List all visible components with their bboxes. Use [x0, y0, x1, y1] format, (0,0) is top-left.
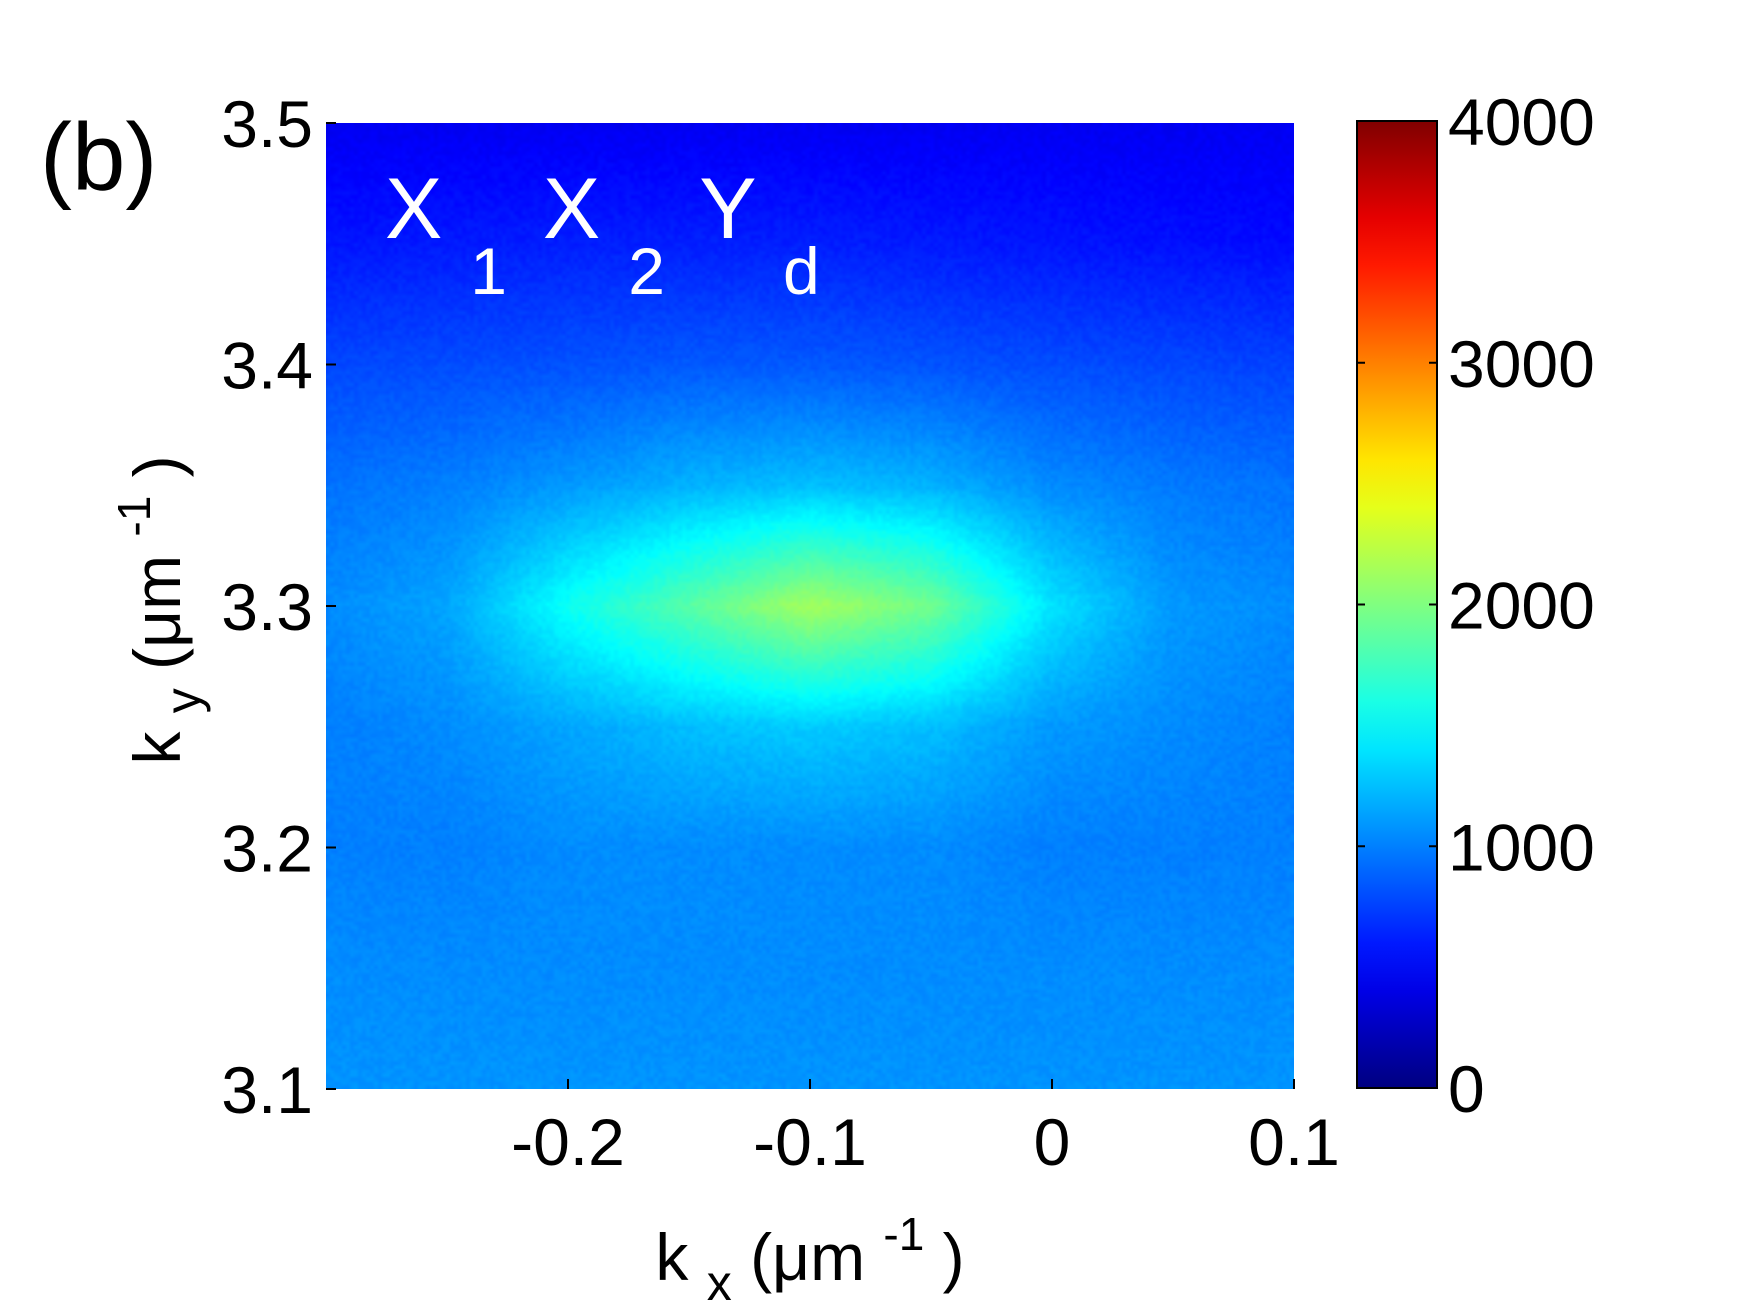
colorbar-tick-label: 4000 — [1448, 85, 1595, 159]
colorbar-tick-label: 3000 — [1448, 327, 1595, 401]
x-axis-label-unit: (μm — [750, 1220, 865, 1294]
annotation-x2-sub: 2 — [628, 234, 665, 308]
colorbar-tick-label: 1000 — [1448, 810, 1595, 884]
y-axis-label: k y (μm -1 ) — [90, 455, 214, 764]
y-tick-label: 3.2 — [221, 812, 313, 886]
svg-text:X 1 X 2: X 1 X 2 Y d — [385, 161, 820, 313]
x-tick-label: -0.1 — [753, 1105, 867, 1179]
x-axis-label-close: ) — [943, 1220, 965, 1294]
y-tick-label: 3.1 — [221, 1053, 313, 1127]
x-axis-label-sup: -1 — [883, 1208, 924, 1260]
x-axis-label-sub: x — [707, 1255, 732, 1311]
y-axis-label-sup: -1 — [108, 496, 160, 537]
y-axis-label-unit: (μm — [120, 555, 194, 670]
colorbar-tick-label: 2000 — [1448, 569, 1595, 643]
x-tick-label: 0 — [1034, 1105, 1071, 1179]
x-tick-label: -0.2 — [511, 1105, 625, 1179]
annotation-x2-main: X — [543, 161, 600, 257]
annotation-yd-sub: d — [783, 234, 820, 308]
x-axis-label: k x (μm -1 ) — [655, 1190, 964, 1313]
y-axis-label-sub: y — [155, 688, 211, 713]
y-axis-label-close: ) — [120, 455, 194, 477]
y-tick-label: 3.3 — [221, 570, 313, 644]
colorbar-tick-label: 0 — [1448, 1052, 1485, 1126]
x-axis-label-main: k — [655, 1220, 689, 1294]
y-tick-label: 3.4 — [221, 329, 313, 403]
colorbar-fill — [1356, 120, 1438, 1089]
y-axis-ticks: 3.1 3.2 3.3 3.4 3.5 — [221, 87, 336, 1127]
colorbar-ticks: 0 1000 2000 3000 4000 — [1357, 85, 1595, 1126]
colorbar: 0 1000 2000 3000 4000 — [1356, 85, 1595, 1126]
y-axis-label-main: k — [120, 731, 194, 765]
heatmap-image — [326, 123, 1294, 1089]
plot-area — [326, 123, 1294, 1089]
annotation-yd-main: Y — [699, 161, 755, 257]
x-tick-label: 0.1 — [1248, 1105, 1340, 1179]
x-axis-ticks: -0.2 -0.1 0 0.1 — [511, 1079, 1340, 1179]
y-tick-label: 3.5 — [221, 87, 313, 161]
plot-annotation: X 1 X 2 Y d — [385, 161, 820, 313]
annotation-x1-main: X — [385, 161, 442, 257]
annotation-x1-sub: 1 — [470, 234, 507, 308]
panel-label: (b) — [40, 104, 157, 211]
